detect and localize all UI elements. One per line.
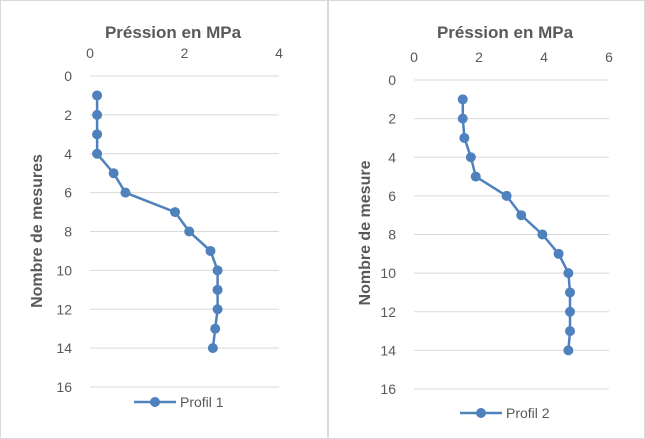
y-tick-label: 16 [56, 379, 72, 395]
y-tick-label: 4 [388, 149, 396, 165]
data-point [184, 226, 195, 237]
x-tick-label: 4 [540, 49, 548, 65]
chart-profil-2: Préssion en MPa Nombre de mesure 0 2 4 6 0 2… [328, 0, 645, 439]
legend-marker [476, 408, 486, 418]
x-tick-label: 0 [410, 49, 418, 65]
y-tick-label: 10 [56, 262, 72, 278]
data-point [565, 287, 575, 298]
y-tick-label: 12 [380, 304, 396, 320]
data-point [212, 284, 223, 295]
y-tick-label: 6 [64, 185, 72, 201]
y-axis-label: Nombre de mesure [357, 160, 374, 305]
y-tick-label: 14 [380, 342, 396, 358]
y-tick-label: 16 [380, 381, 396, 397]
legend: Profil 1 [134, 394, 224, 410]
data-point [459, 132, 470, 143]
data-point [501, 190, 512, 201]
legend-marker [150, 397, 160, 407]
data-point [516, 210, 527, 221]
data-point [120, 187, 131, 198]
legend-label: Profil 2 [506, 405, 550, 421]
data-point [170, 207, 181, 218]
y-tick-label: 2 [64, 107, 72, 123]
data-point [457, 113, 468, 124]
data-point [207, 343, 218, 354]
y-tick-label: 0 [388, 72, 396, 88]
data-point [92, 148, 103, 159]
data-point [563, 268, 574, 279]
data-point [457, 94, 468, 105]
legend: Profil 2 [460, 405, 550, 421]
data-point [92, 90, 103, 101]
y-tick-label: 14 [56, 340, 72, 356]
y-tick-label: 4 [64, 146, 72, 162]
y-tick-label: 8 [388, 227, 396, 243]
data-point [537, 229, 548, 240]
chart-profil-1: Préssion en MPa Nombre de mesures 0 2 4 0 2… [0, 0, 328, 439]
data-point [108, 168, 119, 179]
series-line [461, 99, 572, 351]
data-point [565, 326, 575, 337]
y-tick-label: 0 [64, 68, 72, 84]
data-point [212, 304, 223, 315]
x-tick-label: 2 [475, 49, 483, 65]
data-point [210, 323, 221, 334]
y-tick-label: 6 [388, 188, 396, 204]
chart-title: Préssion en MPa [105, 23, 242, 42]
y-tick-label: 8 [64, 224, 72, 240]
chart-svg: Préssion en MPa Nombre de mesures 0 2 4 0 2… [29, 23, 283, 410]
x-tick-label: 6 [605, 49, 613, 65]
legend-label: Profil 1 [180, 394, 224, 410]
data-point [205, 245, 216, 256]
data-point [563, 345, 574, 356]
y-tick-label: 2 [388, 111, 396, 127]
y-tick-label: 10 [380, 265, 396, 281]
y-axis-label: Nombre de mesures [29, 154, 46, 308]
data-point [565, 306, 575, 317]
data-point [553, 248, 564, 259]
x-tick-label: 4 [275, 45, 283, 61]
series-line [95, 95, 219, 349]
chart-title: Préssion en MPa [437, 23, 574, 42]
x-tick-label: 2 [181, 45, 189, 61]
data-point [212, 265, 223, 276]
y-tick-label: 12 [56, 301, 72, 317]
chart-svg: Préssion en MPa Nombre de mesure 0 2 4 6 0 2… [357, 23, 613, 421]
data-point [465, 152, 476, 163]
x-tick-label: 0 [86, 45, 94, 61]
data-point [92, 109, 103, 120]
data-point [92, 129, 103, 140]
data-point [470, 171, 481, 182]
